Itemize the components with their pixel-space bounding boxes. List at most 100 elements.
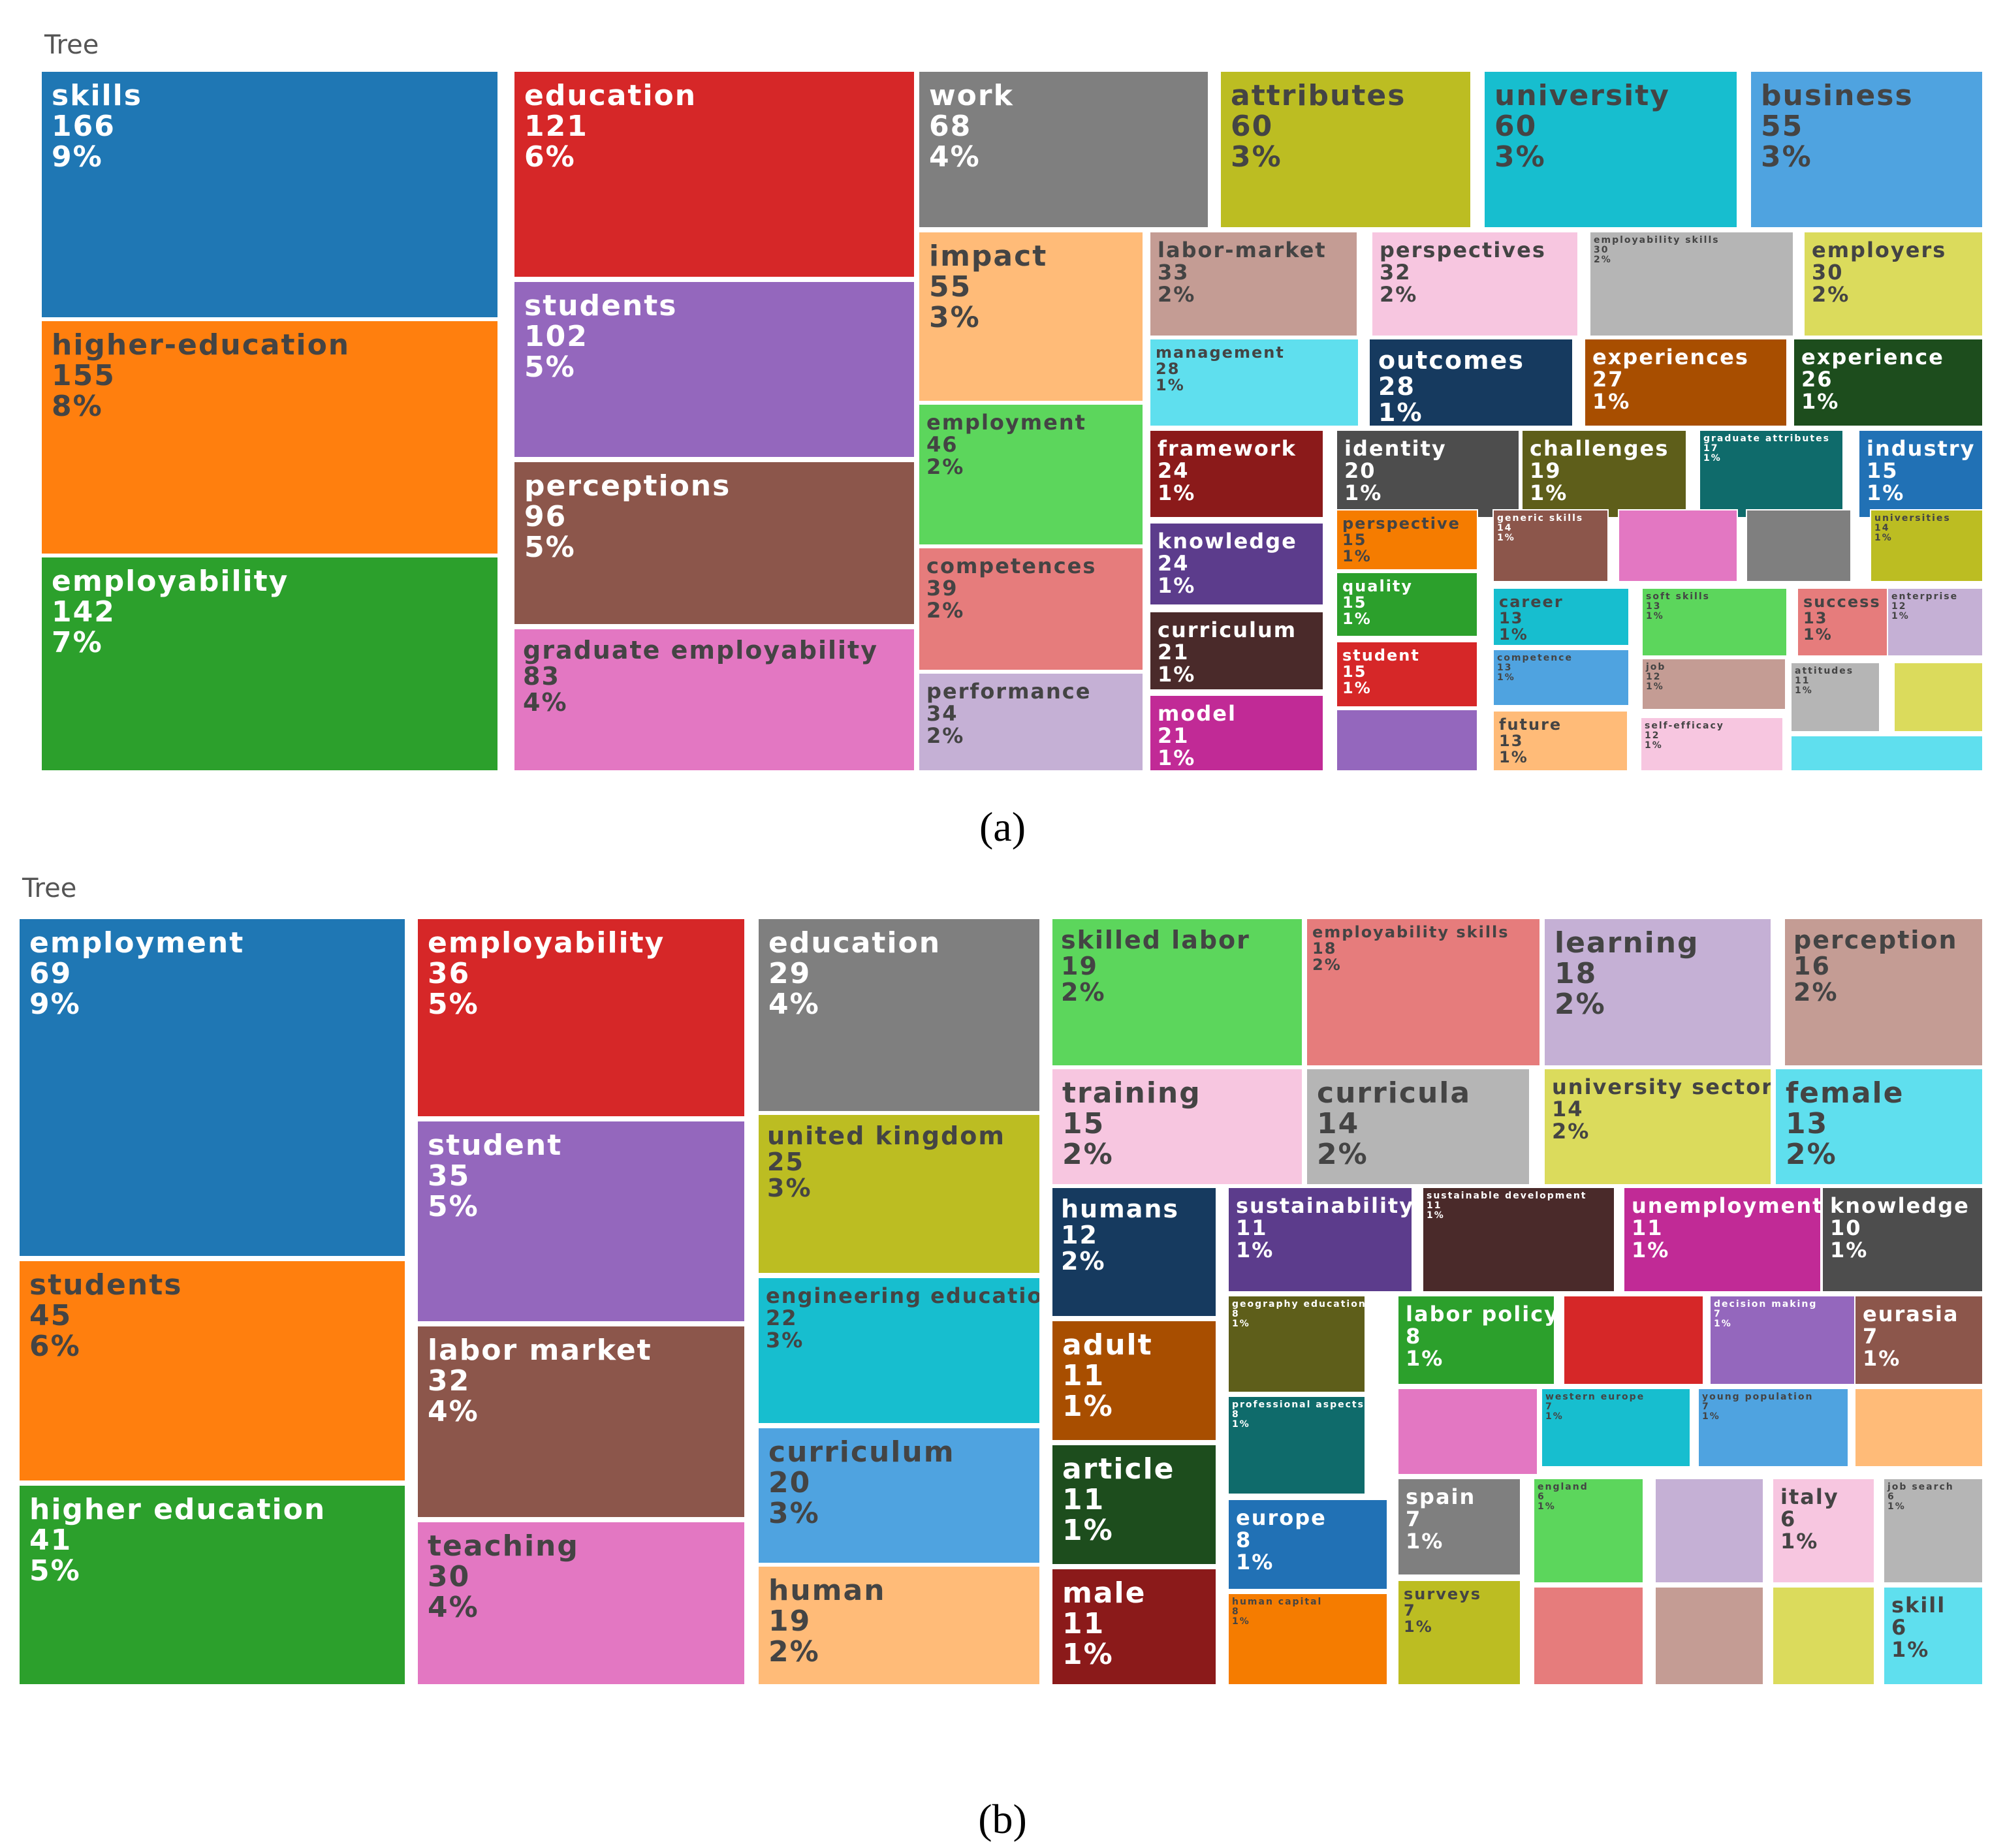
treemap-b-tile[interactable]: employability skills 18 2% — [1306, 918, 1541, 1067]
treemap-b-tile[interactable]: employment 69 9% — [18, 918, 406, 1257]
treemap-a-tile[interactable]: perceptions 96 5% — [513, 461, 915, 625]
treemap-a-tile[interactable] — [1893, 662, 1983, 732]
treemap-b-tile[interactable]: article 11 1% — [1051, 1444, 1217, 1565]
treemap-a-tile[interactable]: experience 26 1% — [1793, 338, 1983, 427]
treemap-a-tile[interactable]: business 55 3% — [1750, 70, 1983, 228]
treemap-a-tile[interactable]: experiences 27 1% — [1584, 338, 1788, 427]
treemap-a-tile[interactable]: university 60 3% — [1483, 70, 1738, 228]
treemap-a-tile[interactable] — [1790, 735, 1983, 772]
treemap-b-tile[interactable]: employability 36 5% — [417, 918, 746, 1118]
treemap-a-tile[interactable]: enterprise 12 1% — [1887, 587, 1983, 657]
treemap-a-tile[interactable]: identity 20 1% — [1336, 430, 1520, 518]
treemap-a-tile[interactable]: employability 142 7% — [40, 556, 499, 772]
treemap-b-tile[interactable]: decision making 7 1% — [1709, 1295, 1855, 1385]
treemap-b-tile[interactable]: western europe 7 1% — [1541, 1388, 1691, 1467]
treemap-b-tile[interactable]: education 29 4% — [757, 918, 1041, 1112]
treemap-a-tile[interactable]: future 13 1% — [1492, 710, 1628, 772]
treemap-b-tile[interactable]: labor market 32 4% — [417, 1325, 746, 1518]
treemap-b-tile[interactable]: skilled labor 19 2% — [1051, 918, 1303, 1067]
treemap-a-tile[interactable]: competences 39 2% — [918, 547, 1144, 671]
treemap-b-tile[interactable]: sustainability 11 1% — [1227, 1187, 1413, 1292]
treemap-a-tile[interactable]: student 15 1% — [1336, 641, 1478, 708]
treemap-a-tile[interactable] — [1336, 709, 1478, 772]
treemap-b-tile[interactable]: italy 6 1% — [1772, 1478, 1875, 1584]
treemap-b-tile[interactable]: job search 6 1% — [1883, 1478, 1983, 1584]
treemap-b-tile[interactable]: female 13 2% — [1775, 1068, 1983, 1185]
treemap-b-tile[interactable]: eurasia 7 1% — [1854, 1295, 1983, 1385]
treemap-b-tile[interactable]: higher education 41 5% — [18, 1484, 406, 1685]
treemap-a-tile[interactable]: industry 15 1% — [1858, 430, 1983, 518]
treemap-a-tile[interactable]: framework 24 1% — [1149, 430, 1324, 518]
treemap-b-tile[interactable]: human capital 8 1% — [1227, 1593, 1388, 1685]
treemap-b-tile[interactable]: professional aspects 8 1% — [1227, 1396, 1366, 1495]
treemap-b-tile[interactable]: skill 6 1% — [1883, 1586, 1983, 1685]
treemap-a-tile[interactable]: model 21 1% — [1149, 695, 1324, 772]
treemap-a-tile[interactable]: challenges 19 1% — [1521, 430, 1687, 518]
treemap-b-tile[interactable]: engineering education 22 3% — [757, 1277, 1041, 1424]
treemap-b-tile[interactable] — [1654, 1586, 1764, 1685]
treemap-b-tile[interactable]: geography education 8 1% — [1227, 1295, 1366, 1393]
treemap-b-tile[interactable]: unemployment 11 1% — [1623, 1187, 1822, 1292]
treemap-b-tile[interactable] — [1397, 1388, 1538, 1475]
treemap-a-tile[interactable]: outcomes 28 1% — [1368, 338, 1573, 427]
treemap-a-tile[interactable]: graduate employability 83 4% — [513, 628, 915, 772]
treemap-a-tile[interactable]: job 12 1% — [1641, 658, 1786, 710]
treemap-a-tile[interactable]: perspective 15 1% — [1336, 509, 1478, 571]
treemap-a-tile[interactable]: employers 30 2% — [1803, 231, 1983, 337]
treemap-b-tile[interactable]: young population 7 1% — [1697, 1388, 1849, 1467]
treemap-b-tile[interactable]: united kingdom 25 3% — [757, 1114, 1041, 1274]
treemap-b-tile[interactable]: male 11 1% — [1051, 1568, 1217, 1685]
treemap-a-tile[interactable]: employability skills 30 2% — [1589, 231, 1794, 337]
treemap-b-tile[interactable]: curricula 14 2% — [1306, 1068, 1530, 1185]
treemap-b-tile[interactable]: students 45 6% — [18, 1260, 406, 1482]
treemap-a-tile[interactable]: attributes 60 3% — [1220, 70, 1472, 228]
treemap-a-tile[interactable]: knowledge 24 1% — [1149, 522, 1324, 606]
treemap-b-tile[interactable]: teaching 30 4% — [417, 1521, 746, 1685]
treemap-a-tile[interactable]: higher-education 155 8% — [40, 320, 499, 555]
treemap-b-tile[interactable]: university sector 14 2% — [1543, 1068, 1772, 1185]
treemap-b-tile[interactable]: perception 16 2% — [1784, 918, 1983, 1067]
treemap-b-tile[interactable] — [1772, 1586, 1875, 1685]
treemap-a-tile[interactable]: quality 15 1% — [1336, 572, 1478, 637]
treemap-a-tile[interactable]: attitudes 11 1% — [1790, 662, 1880, 732]
treemap-b-tile[interactable]: student 35 5% — [417, 1120, 746, 1323]
treemap-a-tile[interactable]: impact 55 3% — [918, 231, 1144, 402]
treemap-b-tile[interactable] — [1854, 1388, 1983, 1467]
treemap-b-tile[interactable]: labor policy 8 1% — [1397, 1295, 1555, 1385]
treemap-a-tile[interactable] — [1746, 509, 1852, 582]
treemap-a-tile[interactable]: curriculum 21 1% — [1149, 611, 1324, 691]
treemap-a-tile[interactable]: graduate attributes 17 1% — [1699, 430, 1844, 518]
treemap-a-tile[interactable]: employment 46 2% — [918, 403, 1144, 546]
treemap-b-tile[interactable] — [1533, 1586, 1644, 1685]
treemap-b-tile[interactable]: england 6 1% — [1533, 1478, 1644, 1584]
treemap-a-tile[interactable]: performance 34 2% — [918, 672, 1144, 772]
treemap-a-tile[interactable]: success 13 1% — [1797, 587, 1888, 657]
treemap-b-tile[interactable]: training 15 2% — [1051, 1068, 1303, 1185]
treemap-a-tile[interactable]: self-efficacy 12 1% — [1640, 717, 1784, 772]
treemap-a-tile[interactable]: management 28 1% — [1149, 338, 1359, 427]
treemap-b-tile[interactable]: surveys 7 1% — [1397, 1580, 1521, 1685]
treemap-a-tile[interactable]: labor-market 33 2% — [1149, 231, 1358, 337]
treemap-b-tile[interactable]: learning 18 2% — [1543, 918, 1772, 1067]
treemap-a-tile[interactable]: perspectives 32 2% — [1371, 231, 1579, 337]
treemap-b-tile[interactable] — [1563, 1295, 1704, 1385]
treemap-a-tile[interactable]: education 121 6% — [513, 70, 915, 278]
treemap-b-tile[interactable]: human 19 2% — [757, 1565, 1041, 1685]
treemap-a-tile[interactable]: students 102 5% — [513, 281, 915, 458]
treemap-a-tile[interactable]: career 13 1% — [1492, 587, 1630, 646]
treemap-a-tile[interactable]: soft skills 13 1% — [1641, 587, 1788, 657]
treemap-b-tile[interactable]: spain 7 1% — [1397, 1478, 1521, 1576]
treemap-b-tile[interactable]: adult 11 1% — [1051, 1320, 1217, 1441]
treemap-b-tile[interactable] — [1654, 1478, 1764, 1584]
treemap-a-tile[interactable]: universities 14 1% — [1870, 509, 1983, 582]
treemap-a-tile[interactable] — [1618, 509, 1738, 582]
treemap-b-tile[interactable]: humans 12 2% — [1051, 1187, 1217, 1317]
treemap-a-tile[interactable]: competence 13 1% — [1492, 649, 1630, 706]
treemap-a-tile[interactable]: work 68 4% — [918, 70, 1209, 228]
treemap-a-tile[interactable]: generic skills 14 1% — [1492, 509, 1609, 582]
treemap-b-tile[interactable]: curriculum 20 3% — [757, 1427, 1041, 1564]
treemap-b-tile[interactable]: knowledge 10 1% — [1822, 1187, 1983, 1292]
treemap-b-tile[interactable]: sustainable development 11 1% — [1422, 1187, 1615, 1292]
treemap-a-tile[interactable]: skills 166 9% — [40, 70, 499, 319]
treemap-b-tile[interactable]: europe 8 1% — [1227, 1499, 1388, 1590]
